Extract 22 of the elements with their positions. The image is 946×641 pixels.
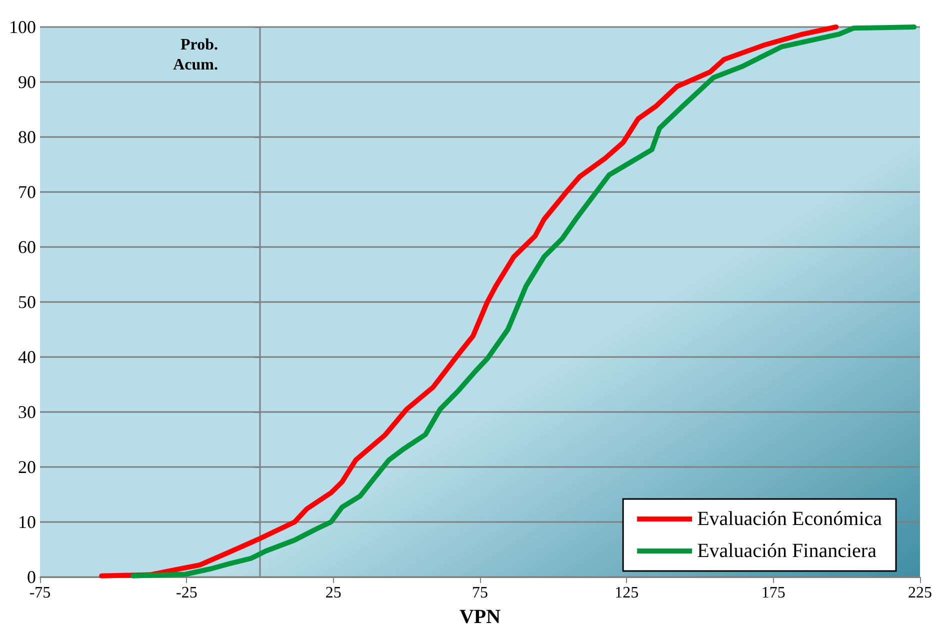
y-tick-label: 20: [18, 457, 36, 477]
y-axis-title: Prob. Acum.: [173, 36, 218, 74]
y-tick-label: 70: [18, 182, 36, 202]
y-tick-label: 60: [18, 237, 36, 257]
y-tick-label: 80: [18, 127, 36, 147]
y-tick-label: 50: [18, 292, 36, 312]
x-tick-label: -75: [29, 584, 51, 602]
legend-label: Evaluación Económica: [697, 508, 882, 530]
y-tick-label: 100: [9, 17, 36, 37]
x-axis-title: VPN: [459, 606, 502, 628]
legend-label: Evaluación Financiera: [697, 540, 877, 562]
x-tick-label: 25: [325, 584, 342, 602]
x-tick-label: 125: [614, 584, 639, 602]
x-tick-label: 225: [908, 584, 932, 602]
x-tick-label: 175: [761, 584, 786, 602]
x-tick-label: 75: [472, 584, 488, 602]
y-tick-label: 30: [18, 402, 36, 422]
y-tick-label: 40: [18, 347, 36, 367]
x-tick-label: -25: [176, 584, 198, 602]
y-tick-label: 0: [27, 567, 36, 587]
y-tick-label: 90: [18, 72, 36, 92]
y-tick-label: 10: [18, 512, 36, 532]
